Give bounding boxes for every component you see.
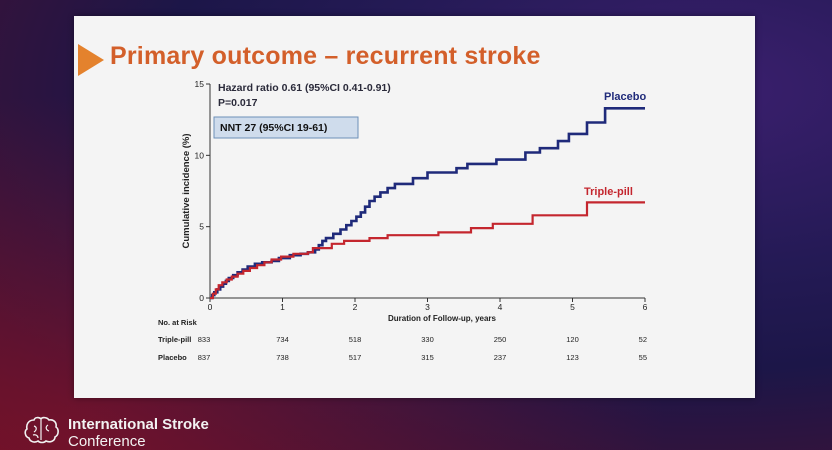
risk-table-cell: 55 [639,353,647,362]
hazard-ratio-text: Hazard ratio 0.61 (95%CI 0.41-0.91) [218,82,391,94]
conference-name-line2: Conference [68,433,146,450]
risk-table-cell: 250 [494,335,507,344]
risk-table-cell: 518 [349,335,362,344]
x-ticks: 0 1 2 3 4 5 6 [208,298,648,312]
risk-table-cell: 837 [198,353,211,362]
risk-table-cell: 517 [349,353,362,362]
slide-title: Primary outcome – recurrent stroke [110,42,541,70]
y-tick-label: 5 [199,222,204,232]
conference-name-line1: International Stroke [68,416,209,433]
brain-icon [24,416,59,444]
nnt-box [213,116,359,139]
conference-logo: International Stroke Conference [24,416,209,450]
risk-row-label-triple-pill: Triple-pill [158,335,191,344]
x-tick-label: 1 [280,302,285,312]
risk-table-cell: 52 [639,335,647,344]
risk-table-cell: 734 [276,335,289,344]
p-value-text: P=0.017 [218,97,258,109]
series-label-triple-pill: Triple-pill [584,186,633,198]
risk-row-label-placebo: Placebo [158,353,187,362]
risk-table-cell: 123 [566,353,579,362]
y-tick-label: 15 [195,79,205,89]
risk-table-cells: 833 734 518 330 250 120 52 837 738 517 315 237 123 55 [198,335,647,362]
risk-table-cell: 330 [421,335,434,344]
risk-table-cell: 738 [276,353,289,362]
risk-table-cell: 120 [566,335,579,344]
x-axis-label: Duration of Follow-up, years [388,314,497,323]
x-tick-label: 4 [498,302,503,312]
y-ticks: 0 5 10 15 [195,79,210,303]
x-tick-label: 2 [353,302,358,312]
x-tick-label: 5 [570,302,575,312]
y-axis-label: Cumulative incidence (%) [181,133,192,248]
x-tick-label: 3 [425,302,430,312]
risk-table-cell: 833 [198,335,211,344]
slide-panel [74,16,755,398]
y-tick-label: 10 [195,150,205,160]
risk-table-cell: 315 [421,353,434,362]
x-tick-label: 0 [208,302,213,312]
title-arrow-icon [78,44,104,76]
x-tick-label: 6 [643,302,648,312]
y-tick-label: 0 [199,293,204,303]
series-line-triple-pill [210,201,645,300]
risk-table-header: No. at Risk [158,318,198,327]
series-label-placebo: Placebo [604,91,646,103]
risk-table-cell: 237 [494,353,507,362]
nnt-text: NNT 27 (95%CI 19-61) [220,122,327,134]
